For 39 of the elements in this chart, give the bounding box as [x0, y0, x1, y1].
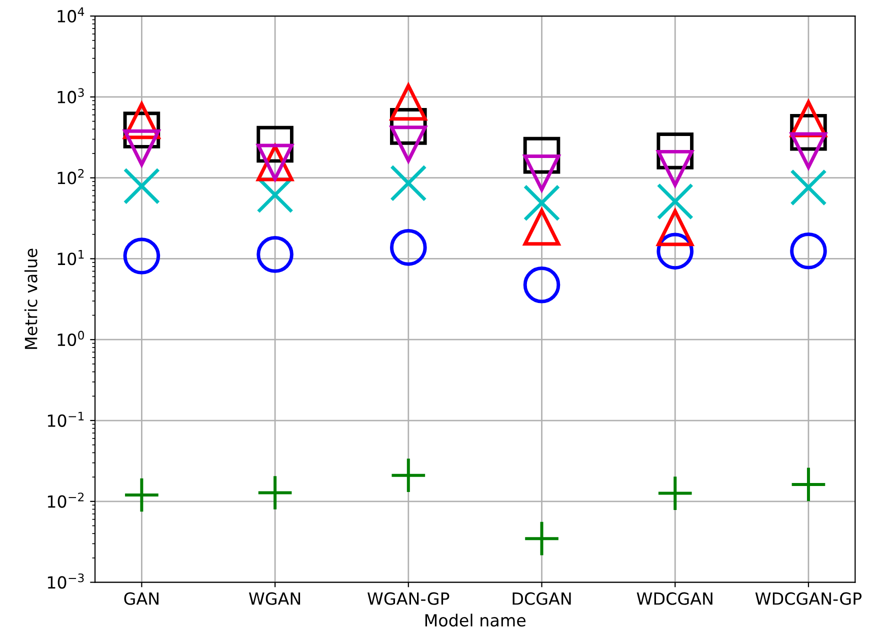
point	[525, 522, 558, 556]
y-tick-label: 10$^{2}$	[58, 169, 84, 184]
x-tick-label: WGAN	[248, 592, 300, 605]
x-tick-label: WDCGAN-GP	[755, 592, 862, 605]
point	[523, 266, 560, 304]
x-axis-title: Model name	[425, 614, 526, 627]
y-tick-label: 10$^{0}$	[58, 330, 84, 346]
point	[123, 238, 160, 274]
y-tick-label: 10$^{3}$	[58, 88, 84, 104]
x-tick-label: GAN	[124, 592, 158, 605]
point	[656, 150, 694, 187]
point	[523, 154, 560, 192]
y-tick-label: 10$^{−3}$	[48, 573, 84, 589]
point	[658, 476, 692, 510]
point	[656, 209, 694, 246]
x-tick-label: DCGAN	[512, 592, 571, 605]
point	[523, 208, 560, 246]
point	[123, 168, 160, 205]
point	[125, 478, 158, 512]
point	[258, 476, 292, 510]
point	[390, 229, 427, 266]
y-axis-title: Metric value	[24, 248, 38, 349]
y-tick-label: 10$^{4}$	[58, 7, 84, 23]
x-tick-label: WDCGAN	[636, 592, 712, 605]
point	[792, 468, 826, 502]
point	[123, 129, 160, 166]
point	[790, 169, 827, 206]
y-tick-label: 10$^{1}$	[58, 250, 84, 266]
y-tick-label: 10$^{−2}$	[48, 492, 84, 508]
y-tick-label: 10$^{−1}$	[48, 412, 84, 427]
point	[790, 232, 827, 270]
point	[256, 236, 294, 273]
point	[392, 458, 426, 492]
point	[390, 84, 427, 121]
x-tick-label: WGAN-GP	[368, 592, 450, 605]
point	[656, 183, 694, 220]
point	[523, 184, 560, 222]
point	[390, 164, 427, 202]
point	[790, 132, 827, 170]
